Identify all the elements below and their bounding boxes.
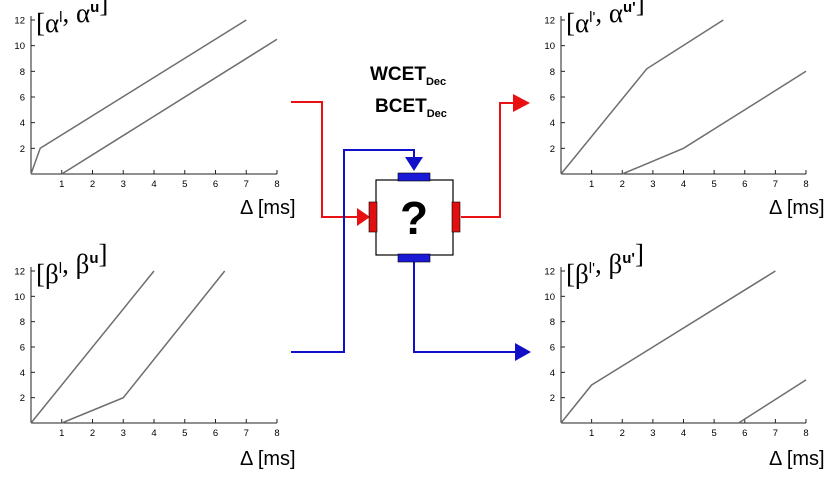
x-tick-label: 5 bbox=[711, 179, 716, 190]
lower-curve bbox=[61, 270, 226, 424]
x-tick-label: 7 bbox=[773, 428, 778, 439]
x-axis-label: Δ [ms] bbox=[240, 197, 296, 219]
event-input-line bbox=[291, 101, 357, 218]
x-tick-label: 4 bbox=[151, 179, 156, 190]
x-tick-label: 7 bbox=[773, 179, 778, 190]
x-tick-label: 1 bbox=[589, 179, 594, 190]
x-tick-label: 6 bbox=[213, 179, 218, 190]
x-tick-label: 8 bbox=[803, 428, 808, 439]
upper-curve bbox=[30, 19, 247, 175]
y-tick-label: 12 bbox=[14, 16, 25, 27]
x-tick-label: 5 bbox=[182, 428, 187, 439]
event-output-arrowhead bbox=[513, 94, 530, 112]
resource-input-line bbox=[291, 149, 415, 353]
y-tick-label: 12 bbox=[544, 16, 555, 27]
x-axis-label: Δ [ms] bbox=[240, 448, 296, 470]
event-input-arrowhead bbox=[357, 208, 370, 226]
x-tick-label: 7 bbox=[244, 428, 249, 439]
y-tick-label: 6 bbox=[20, 93, 25, 104]
x-tick-label: 3 bbox=[650, 428, 655, 439]
x-axis-label: Δ [ms] bbox=[769, 448, 825, 470]
x-tick-label: 8 bbox=[803, 179, 808, 190]
task-box: ? bbox=[368, 172, 461, 263]
plot-title: [βl', βu'] bbox=[566, 239, 644, 289]
x-tick-label: 7 bbox=[244, 179, 249, 190]
y-tick-label: 12 bbox=[14, 267, 25, 278]
x-tick-label: 8 bbox=[274, 428, 279, 439]
y-tick-label: 8 bbox=[20, 317, 25, 328]
y-tick-label: 10 bbox=[544, 292, 555, 303]
y-tick-label: 12 bbox=[544, 267, 555, 278]
x-tick-label: 2 bbox=[620, 428, 625, 439]
resource-output-line bbox=[413, 262, 515, 353]
x-tick-label: 3 bbox=[650, 179, 655, 190]
wcet-label: WCETDec bbox=[370, 64, 446, 88]
y-tick-label: 2 bbox=[550, 393, 555, 404]
lower-curve bbox=[622, 70, 807, 175]
y-tick-label: 8 bbox=[550, 67, 555, 78]
x-tick-label: 4 bbox=[151, 428, 156, 439]
plot-title: [αl', αu'] bbox=[566, 0, 645, 38]
y-tick-label: 4 bbox=[20, 368, 25, 379]
x-tick-label: 1 bbox=[589, 428, 594, 439]
x-tick-label: 1 bbox=[59, 179, 64, 190]
upper-curve bbox=[30, 270, 155, 424]
y-tick-label: 10 bbox=[544, 41, 555, 52]
x-tick-label: 4 bbox=[681, 428, 686, 439]
y-tick-label: 2 bbox=[550, 144, 555, 155]
task-input-port-left bbox=[368, 201, 378, 233]
y-tick-label: 4 bbox=[20, 118, 25, 129]
y-tick-label: 2 bbox=[20, 393, 25, 404]
x-axis-label: Δ [ms] bbox=[769, 197, 825, 219]
y-tick-label: 4 bbox=[550, 118, 555, 129]
y-tick-label: 4 bbox=[550, 368, 555, 379]
lower-curve bbox=[738, 379, 807, 424]
y-tick-label: 6 bbox=[550, 93, 555, 104]
y-tick-label: 8 bbox=[20, 67, 25, 78]
x-tick-label: 3 bbox=[121, 179, 126, 190]
upper-curve bbox=[560, 270, 776, 424]
x-tick-label: 3 bbox=[121, 428, 126, 439]
x-tick-label: 8 bbox=[274, 179, 279, 190]
y-tick-label: 6 bbox=[550, 343, 555, 354]
resource-output-arrowhead bbox=[515, 343, 531, 361]
y-tick-label: 10 bbox=[14, 292, 25, 303]
x-tick-label: 4 bbox=[681, 179, 686, 190]
x-tick-label: 2 bbox=[90, 428, 95, 439]
bcet-label: BCETDec bbox=[375, 96, 447, 120]
event-output-line bbox=[461, 102, 513, 218]
plot-title: [αl, αu] bbox=[36, 0, 108, 38]
task-input-port-top bbox=[397, 172, 431, 182]
x-tick-label: 6 bbox=[213, 428, 218, 439]
x-tick-label: 5 bbox=[711, 428, 716, 439]
y-tick-label: 8 bbox=[550, 317, 555, 328]
x-tick-label: 6 bbox=[742, 428, 747, 439]
x-tick-label: 6 bbox=[742, 179, 747, 190]
x-tick-label: 2 bbox=[90, 179, 95, 190]
y-tick-label: 6 bbox=[20, 343, 25, 354]
resource-input-arrowhead bbox=[405, 157, 423, 171]
x-tick-label: 2 bbox=[620, 179, 625, 190]
lower-curve bbox=[61, 38, 278, 175]
task-unknown-symbol: ? bbox=[400, 192, 428, 244]
task-output-port-bottom bbox=[397, 253, 431, 263]
upper-curve bbox=[560, 19, 724, 175]
y-tick-label: 10 bbox=[14, 41, 25, 52]
y-tick-label: 2 bbox=[20, 144, 25, 155]
x-tick-label: 5 bbox=[182, 179, 187, 190]
x-tick-label: 1 bbox=[59, 428, 64, 439]
plot-title: [βl, βu] bbox=[36, 239, 108, 289]
task-output-port-right bbox=[451, 201, 461, 233]
